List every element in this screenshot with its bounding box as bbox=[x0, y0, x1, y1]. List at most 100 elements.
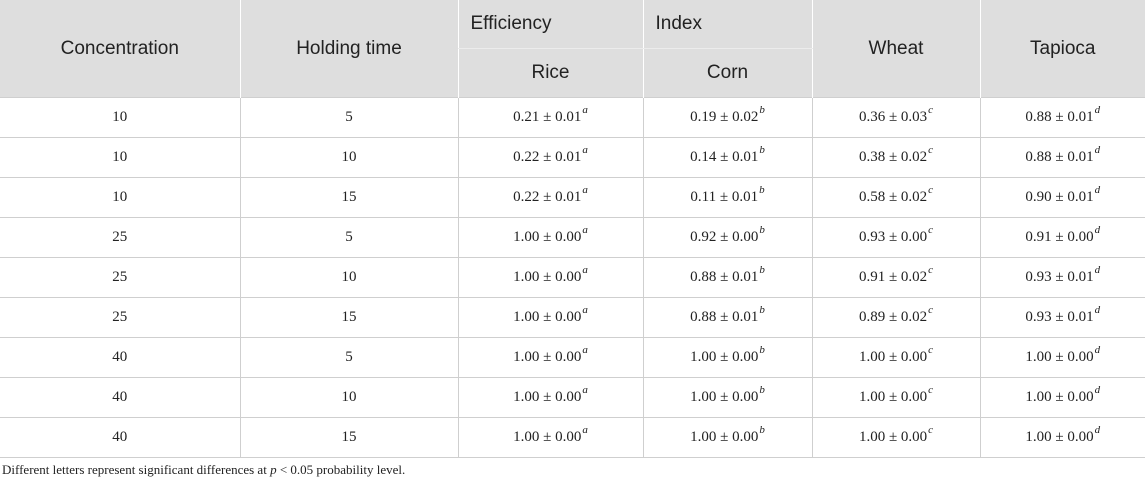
cell-wheat: 0.91 ± 0.02c bbox=[811, 257, 980, 298]
cell-value: 0.93 ± 0.01 bbox=[1025, 309, 1094, 325]
cell-wheat: 1.00 ± 0.00c bbox=[811, 377, 980, 418]
cell-value: 1.00 ± 0.00 bbox=[1025, 389, 1094, 405]
cell-wheat: 1.00 ± 0.00c bbox=[811, 337, 980, 378]
cell-wheat: 1.00 ± 0.00c bbox=[811, 417, 980, 458]
cell-value: 1.00 ± 0.00 bbox=[513, 429, 582, 445]
cell-holding-time: 10 bbox=[239, 257, 458, 298]
cell-value: 1.00 ± 0.00 bbox=[513, 309, 582, 325]
cell-value: 0.22 ± 0.01 bbox=[513, 149, 582, 165]
significance-letter: b bbox=[759, 344, 765, 356]
significance-letter: a bbox=[582, 344, 588, 356]
cell-holding-time: 10 bbox=[239, 137, 458, 178]
significance-letter: d bbox=[1094, 184, 1101, 196]
cell-wheat: 0.93 ± 0.00c bbox=[811, 217, 980, 258]
cell-holding-time: 15 bbox=[239, 417, 458, 458]
cell-rice: 1.00 ± 0.00a bbox=[457, 337, 643, 378]
cell-concentration: 10 bbox=[0, 177, 240, 218]
cell-value: 0.38 ± 0.02 bbox=[858, 149, 928, 165]
cell-rice: 1.00 ± 0.00a bbox=[457, 417, 643, 458]
table-row: 25 15 1.00 ± 0.00a 0.88 ± 0.01b 0.89 ± 0.02c… bbox=[0, 297, 1145, 338]
significance-letter: a bbox=[582, 424, 588, 436]
significance-letter: b bbox=[759, 264, 765, 276]
significance-letter: c bbox=[928, 344, 934, 356]
significance-letter: c bbox=[928, 144, 934, 156]
cell-value: 0.88 ± 0.01 bbox=[690, 269, 759, 285]
cell-value: 10 bbox=[112, 189, 128, 205]
cell-value: 1.00 ± 0.00 bbox=[513, 349, 582, 365]
cell-tapioca: 1.00 ± 0.00d bbox=[979, 417, 1145, 458]
cell-rice: 1.00 ± 0.00a bbox=[457, 217, 643, 258]
footnote-text-before: Different letters represent significant … bbox=[2, 462, 271, 477]
table-row: 40 5 1.00 ± 0.00a 1.00 ± 0.00b 1.00 ± 0.00c 1… bbox=[0, 337, 1145, 378]
cell-concentration: 40 bbox=[0, 377, 240, 418]
cell-tapioca: 0.88 ± 0.01d bbox=[979, 137, 1145, 178]
significance-letter: d bbox=[1094, 384, 1101, 396]
cell-rice: 0.21 ± 0.01a bbox=[457, 97, 643, 138]
footnote-variable: p bbox=[270, 462, 277, 477]
cell-tapioca: 0.90 ± 0.01d bbox=[979, 177, 1145, 218]
significance-letter: c bbox=[928, 224, 934, 236]
table-header: Concentration Holding time Efficiency In… bbox=[0, 0, 1145, 98]
cell-corn: 0.88 ± 0.01b bbox=[642, 257, 812, 298]
significance-letter: b bbox=[759, 304, 765, 316]
footnote-text-after: < 0.05 probability level. bbox=[276, 462, 406, 477]
cell-value: 10 bbox=[112, 109, 128, 125]
header-holding-time: Holding time bbox=[239, 0, 458, 98]
cell-corn: 0.14 ± 0.01b bbox=[642, 137, 812, 178]
cell-value: 0.92 ± 0.00 bbox=[690, 229, 759, 245]
data-table: Concentration Holding time Efficiency In… bbox=[0, 0, 1145, 458]
cell-value: 15 bbox=[341, 429, 357, 445]
cell-value: 40 bbox=[112, 429, 128, 445]
cell-concentration: 10 bbox=[0, 97, 240, 138]
cell-value: 25 bbox=[112, 269, 128, 285]
cell-corn: 0.88 ± 0.01b bbox=[642, 297, 812, 338]
cell-value: 0.19 ± 0.02 bbox=[690, 109, 759, 125]
cell-holding-time: 5 bbox=[239, 217, 458, 258]
cell-value: 25 bbox=[112, 309, 128, 325]
header-wheat: Wheat bbox=[811, 0, 980, 98]
cell-holding-time: 5 bbox=[239, 337, 458, 378]
cell-value: 0.58 ± 0.02 bbox=[858, 189, 928, 205]
cell-value: 15 bbox=[341, 189, 357, 205]
significance-letter: d bbox=[1094, 104, 1101, 116]
cell-tapioca: 0.93 ± 0.01d bbox=[979, 257, 1145, 298]
significance-letter: b bbox=[759, 384, 765, 396]
cell-value: 10 bbox=[341, 149, 357, 165]
cell-value: 1.00 ± 0.00 bbox=[858, 349, 928, 365]
cell-concentration: 25 bbox=[0, 297, 240, 338]
cell-rice: 0.22 ± 0.01a bbox=[457, 137, 643, 178]
significance-letter: d bbox=[1094, 224, 1101, 236]
cell-value: 1.00 ± 0.00 bbox=[690, 349, 759, 365]
cell-tapioca: 0.91 ± 0.00d bbox=[979, 217, 1145, 258]
significance-letter: c bbox=[928, 424, 934, 436]
cell-rice: 1.00 ± 0.00a bbox=[457, 257, 643, 298]
cell-value: 0.11 ± 0.01 bbox=[690, 189, 759, 205]
cell-tapioca: 0.93 ± 0.01d bbox=[979, 297, 1145, 338]
significance-letter: d bbox=[1094, 344, 1101, 356]
cell-rice: 0.22 ± 0.01a bbox=[457, 177, 643, 218]
significance-letter: d bbox=[1094, 304, 1101, 316]
table-footnote: Different letters represent significant … bbox=[2, 462, 405, 478]
cell-value: 0.90 ± 0.01 bbox=[1025, 189, 1094, 205]
significance-letter: b bbox=[759, 424, 765, 436]
cell-wheat: 0.38 ± 0.02c bbox=[811, 137, 980, 178]
significance-letter: b bbox=[759, 224, 765, 236]
cell-concentration: 10 bbox=[0, 137, 240, 178]
cell-value: 0.21 ± 0.01 bbox=[513, 109, 582, 125]
cell-value: 0.89 ± 0.02 bbox=[858, 309, 928, 325]
cell-holding-time: 10 bbox=[239, 377, 458, 418]
cell-tapioca: 0.88 ± 0.01d bbox=[979, 97, 1145, 138]
significance-letter: d bbox=[1094, 424, 1101, 436]
cell-value: 0.88 ± 0.01 bbox=[1025, 149, 1094, 165]
significance-letter: c bbox=[928, 384, 934, 396]
table-row: 10 5 0.21 ± 0.01a 0.19 ± 0.02b 0.36 ± 0.03c 0… bbox=[0, 97, 1145, 138]
cell-value: 5 bbox=[345, 349, 353, 365]
cell-value: 1.00 ± 0.00 bbox=[513, 389, 582, 405]
cell-corn: 1.00 ± 0.00b bbox=[642, 337, 812, 378]
header-row-columns: Rice Corn bbox=[0, 48, 1145, 98]
cell-rice: 1.00 ± 0.00a bbox=[457, 377, 643, 418]
header-concentration: Concentration bbox=[0, 0, 240, 98]
significance-letter: a bbox=[582, 304, 588, 316]
cell-corn: 0.92 ± 0.00b bbox=[642, 217, 812, 258]
significance-letter: c bbox=[928, 184, 934, 196]
